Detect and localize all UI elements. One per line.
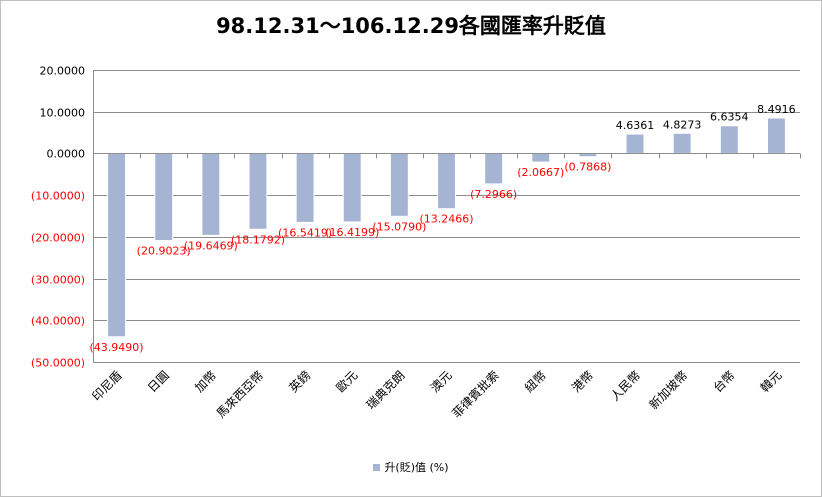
- bar: [531, 152, 551, 163]
- y-tick-label: 0.0000: [47, 148, 86, 161]
- bar: [672, 132, 692, 154]
- legend-swatch: [373, 464, 381, 471]
- bar: [484, 152, 504, 185]
- x-tick-label: 瑞典克朗: [364, 368, 408, 412]
- x-tick-label: 歐元: [333, 368, 361, 396]
- x-tick-label: 日圓: [145, 368, 172, 395]
- x-tick-label: 台幣: [710, 368, 738, 396]
- x-tick-label: 澳元: [428, 368, 455, 395]
- data-label: 8.4916: [757, 103, 796, 116]
- y-tick-label: 20.0000: [40, 65, 86, 78]
- x-tick-label: 印尼盾: [89, 368, 124, 403]
- y-tick-label: (20.0000): [31, 232, 85, 245]
- bar: [437, 152, 456, 210]
- data-label: (2.0667): [517, 166, 564, 179]
- bar: [342, 152, 362, 223]
- bar: [154, 152, 174, 242]
- chart-title: 98.12.31～106.12.29各國匯率升貶值: [216, 14, 606, 38]
- data-label: (43.9490): [90, 341, 144, 354]
- data-label: (15.0790): [372, 220, 426, 233]
- x-tick-label: 新加坡幣: [646, 368, 691, 413]
- bar: [719, 125, 739, 154]
- data-label: 4.6361: [616, 119, 655, 132]
- data-label: (19.6469): [184, 239, 238, 252]
- bar: [295, 152, 315, 223]
- legend-label: 升(貶)值 (%): [384, 461, 449, 474]
- bar: [625, 133, 645, 154]
- data-label: 4.8273: [663, 118, 702, 131]
- y-tick-label: (10.0000): [31, 190, 85, 203]
- data-label: (16.5419): [278, 226, 332, 239]
- data-label: (18.1792): [231, 233, 285, 246]
- data-label: (0.7868): [564, 161, 611, 174]
- x-tick-label: 紐幣: [522, 368, 549, 395]
- data-label: 6.6354: [710, 111, 749, 124]
- y-tick-label: (50.0000): [31, 357, 85, 370]
- y-tick-label: 10.0000: [40, 107, 86, 120]
- bar: [107, 152, 127, 338]
- data-label: (20.9023): [137, 245, 191, 258]
- legend: 升(貶)值 (%): [0, 459, 822, 475]
- y-tick-label: (30.0000): [31, 274, 85, 287]
- bar: [201, 152, 221, 236]
- x-tick-label: 菲律賓批索: [449, 368, 502, 421]
- data-label: (13.2466): [419, 213, 473, 226]
- bar: [248, 152, 268, 230]
- x-tick-label: 英鎊: [286, 368, 314, 396]
- x-tick-label: 人民幣: [608, 368, 643, 403]
- y-tick-label: (40.0000): [31, 315, 85, 328]
- x-tick-label: 加幣: [192, 368, 219, 395]
- data-label: (7.2966): [470, 188, 517, 201]
- data-label: (16.4199): [325, 226, 379, 239]
- x-tick-label: 港幣: [569, 368, 596, 395]
- x-tick-label: 韓元: [758, 368, 785, 395]
- bar: [389, 152, 409, 217]
- bar: [766, 117, 786, 154]
- x-tick-label: 馬來西亞幣: [214, 368, 266, 420]
